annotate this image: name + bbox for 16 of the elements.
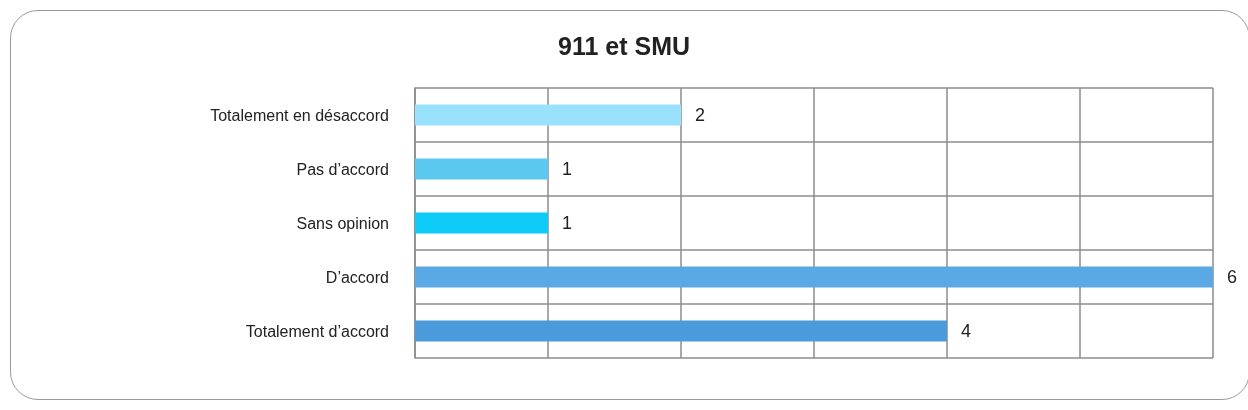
bar [415,212,548,234]
bar [415,266,1213,288]
data-label: 1 [562,159,573,179]
y-tick-label: Totalement d’accord [245,322,389,340]
y-tick-label: Sans opinion [296,214,389,232]
y-tick-label: Pas d’accord [296,160,389,178]
y-tick-label: Totalement en désaccord [210,106,389,124]
data-label: 2 [695,105,706,125]
bar [415,158,548,180]
y-tick-label: D’accord [325,268,389,286]
bar [415,320,947,342]
data-label: 1 [562,213,573,233]
data-label: 6 [1227,267,1238,287]
bar [415,104,681,126]
chart-title: 911 et SMU [557,31,691,60]
data-label: 4 [961,321,972,341]
